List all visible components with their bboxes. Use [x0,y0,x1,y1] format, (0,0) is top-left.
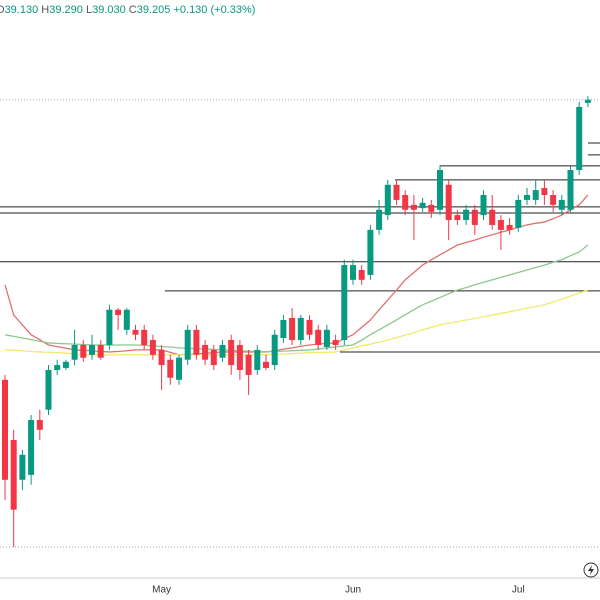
ohlc-header: O39.130 H39.290 L39.030 C39.205 +0.130 (… [0,4,255,16]
candle-body [193,329,200,355]
candle-body [471,209,478,225]
candle-body [158,349,165,366]
candle-body [36,419,43,430]
candle-body [289,317,296,341]
candle-body [506,224,513,230]
candle-body [97,344,104,358]
x-tick-label: Jul [512,585,525,596]
low-label: L [85,4,93,16]
candle-body [567,170,574,210]
candle-body [228,340,235,366]
candle-body [62,361,69,368]
candle-body [176,357,182,380]
candle-body [419,202,426,209]
candle-body [89,344,95,355]
candle-body [115,309,122,316]
candle-body [167,359,174,378]
candle-body [393,184,400,200]
candle-body [271,334,278,366]
candle-body [202,344,209,360]
replay-icon[interactable] [583,562,599,578]
candle-body [584,99,591,103]
candle-body [254,349,261,370]
candle-body [297,317,304,341]
candle-body [524,195,530,200]
candle-body [306,319,313,335]
close-value: 39.205 [136,4,171,16]
candle-body [141,329,148,345]
candle-body [149,340,156,355]
candle-body [332,340,339,345]
candle-body [541,188,548,196]
candle-body [497,220,504,230]
candle-body [219,344,226,358]
candle-body [80,344,87,358]
candle-body [367,229,374,275]
candle-body [445,184,452,221]
candle-body [10,440,17,510]
candle-body [54,365,61,370]
low-value: 39.030 [92,4,126,16]
change-value: +0.130 (+0.33%) [173,4,256,16]
candle-body [123,309,130,330]
candle-body [245,354,252,375]
candle-body [184,329,191,360]
candle-body [376,209,383,230]
candle-body [428,204,435,212]
candle-body [358,270,365,280]
open-label: O [0,4,5,16]
candle-body [463,209,470,221]
candle-body [71,344,78,360]
x-tick-label: Jun [345,585,361,596]
candle-body [515,199,522,228]
high-value: 39.290 [49,4,83,16]
candle-body [350,265,356,280]
candle-body [532,190,539,200]
candle-body [410,204,417,210]
candle-body [210,349,217,366]
candle-body [106,309,113,345]
candle-body [341,265,348,341]
candle-body [263,361,269,368]
candle-body [384,184,391,216]
open-value: 39.130 [4,4,39,16]
candle-body [489,209,496,225]
candle-body [402,195,409,210]
candle-body [236,344,243,370]
candle-body [19,454,26,480]
candle-body [576,106,583,171]
candle-body [437,170,443,210]
candle-body [454,215,461,221]
candle-body [28,419,35,475]
candle-body [323,329,330,348]
candle-body [280,319,287,339]
candle-body [558,199,565,210]
x-tick-label: May [152,585,171,596]
close-label: C [128,4,137,16]
candle-body [550,195,557,205]
candle-body [480,195,487,216]
candle-body [2,379,8,480]
high-label: H [41,4,50,16]
candle-body [132,329,139,335]
candle-body [45,369,52,410]
candle-body [315,329,322,345]
